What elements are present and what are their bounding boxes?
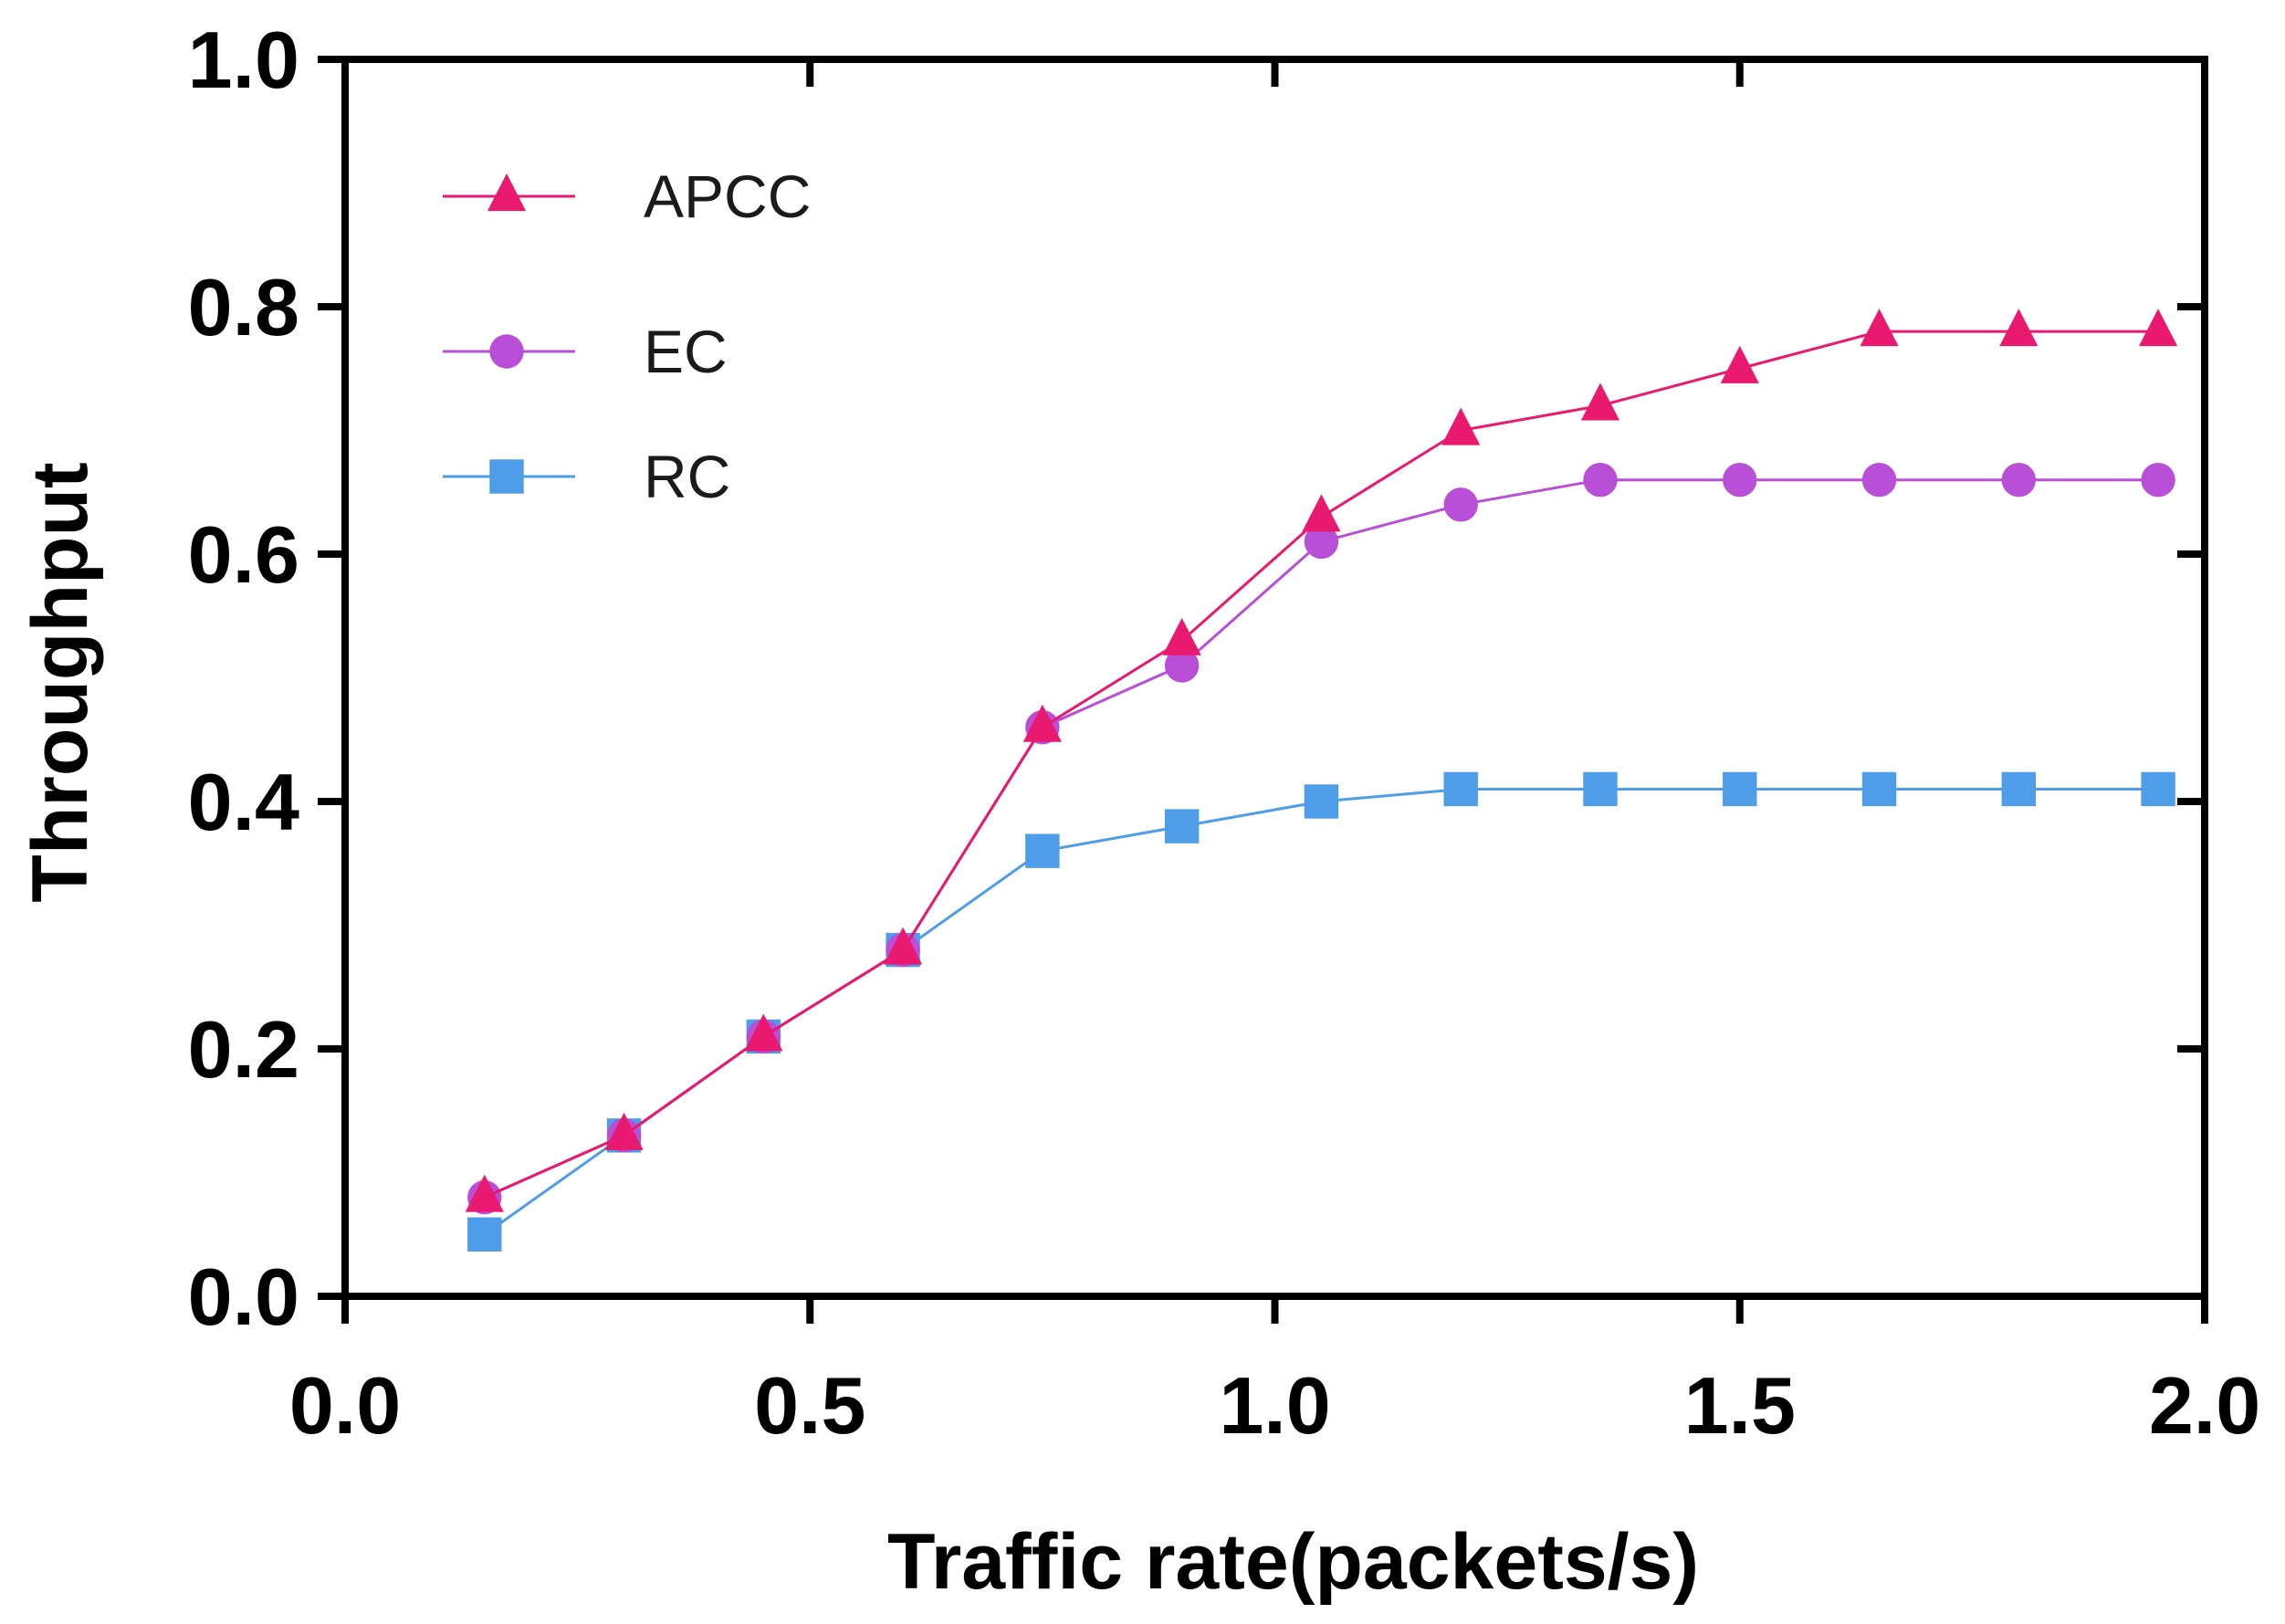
y-tick-label: 0.8 xyxy=(188,262,299,352)
plot-frame xyxy=(341,56,2208,1300)
data-point-ec xyxy=(1304,524,1339,560)
data-point-ec xyxy=(1723,463,1757,498)
legend-label: APCC xyxy=(644,162,811,230)
data-point-rc xyxy=(2141,771,2175,807)
series-line-ec xyxy=(484,478,2159,1199)
data-point-apcc xyxy=(884,927,923,965)
data-point-rc xyxy=(1723,771,1757,807)
y-tick-label: 1.0 xyxy=(188,15,299,105)
x-axis-title: Traffic rate(packets/s) xyxy=(887,1518,1699,1606)
legend-item-apcc: APCC xyxy=(443,162,811,230)
legend-item-ec: EC xyxy=(443,318,728,385)
series-ec xyxy=(467,463,2175,1215)
data-point-apcc xyxy=(744,1013,783,1052)
data-point-ec xyxy=(1443,487,1478,522)
data-point-rc xyxy=(1025,833,1060,868)
legend-item-rc: RC xyxy=(443,443,730,510)
legend-marker-ec xyxy=(489,334,524,369)
data-point-rc xyxy=(2001,771,2036,807)
x-tick-label: 1.0 xyxy=(1219,1360,1330,1451)
data-point-apcc xyxy=(1302,494,1341,532)
legend-label: RC xyxy=(644,443,730,510)
data-point-apcc xyxy=(1860,309,1899,347)
data-point-apcc xyxy=(1162,617,1201,655)
data-point-rc xyxy=(1443,771,1478,807)
data-point-rc xyxy=(1164,809,1200,843)
legend-marker-rc xyxy=(489,459,524,494)
y-tick-label: 0.6 xyxy=(188,509,299,600)
data-point-apcc xyxy=(1441,407,1481,445)
data-point-apcc xyxy=(2138,309,2178,347)
series-rc xyxy=(467,771,2175,1252)
y-tick-label: 0.0 xyxy=(188,1252,299,1342)
data-point-rc xyxy=(1304,784,1339,819)
data-point-apcc xyxy=(604,1112,644,1150)
series-apcc xyxy=(465,309,2178,1212)
data-point-apcc xyxy=(1580,382,1620,421)
x-tick-label: 1.5 xyxy=(1684,1360,1796,1451)
y-axis-title: Throughput xyxy=(16,462,104,902)
data-point-rc xyxy=(1861,771,1897,807)
data-point-rc xyxy=(1583,771,1618,807)
legend-marker-apcc xyxy=(487,173,527,212)
data-point-ec xyxy=(1861,463,1897,498)
data-point-ec xyxy=(2141,463,2175,498)
data-point-apcc xyxy=(1720,345,1759,383)
data-point-apcc xyxy=(1022,704,1062,742)
y-tick-label: 0.4 xyxy=(188,757,299,847)
data-point-apcc xyxy=(1999,309,2039,347)
series-line-apcc xyxy=(484,330,2159,1199)
data-point-ec xyxy=(2001,463,2036,498)
legend-label: EC xyxy=(644,318,728,385)
data-point-ec xyxy=(1583,463,1618,498)
data-point-apcc xyxy=(465,1174,504,1212)
x-tick-label: 0.5 xyxy=(754,1360,865,1451)
data-point-ec xyxy=(1164,648,1200,683)
x-tick-label: 2.0 xyxy=(2149,1360,2260,1451)
series-line-rc xyxy=(483,787,2159,1236)
y-tick-label: 0.2 xyxy=(188,1004,299,1095)
x-tick-label: 0.0 xyxy=(289,1360,401,1451)
data-point-rc xyxy=(467,1217,502,1252)
